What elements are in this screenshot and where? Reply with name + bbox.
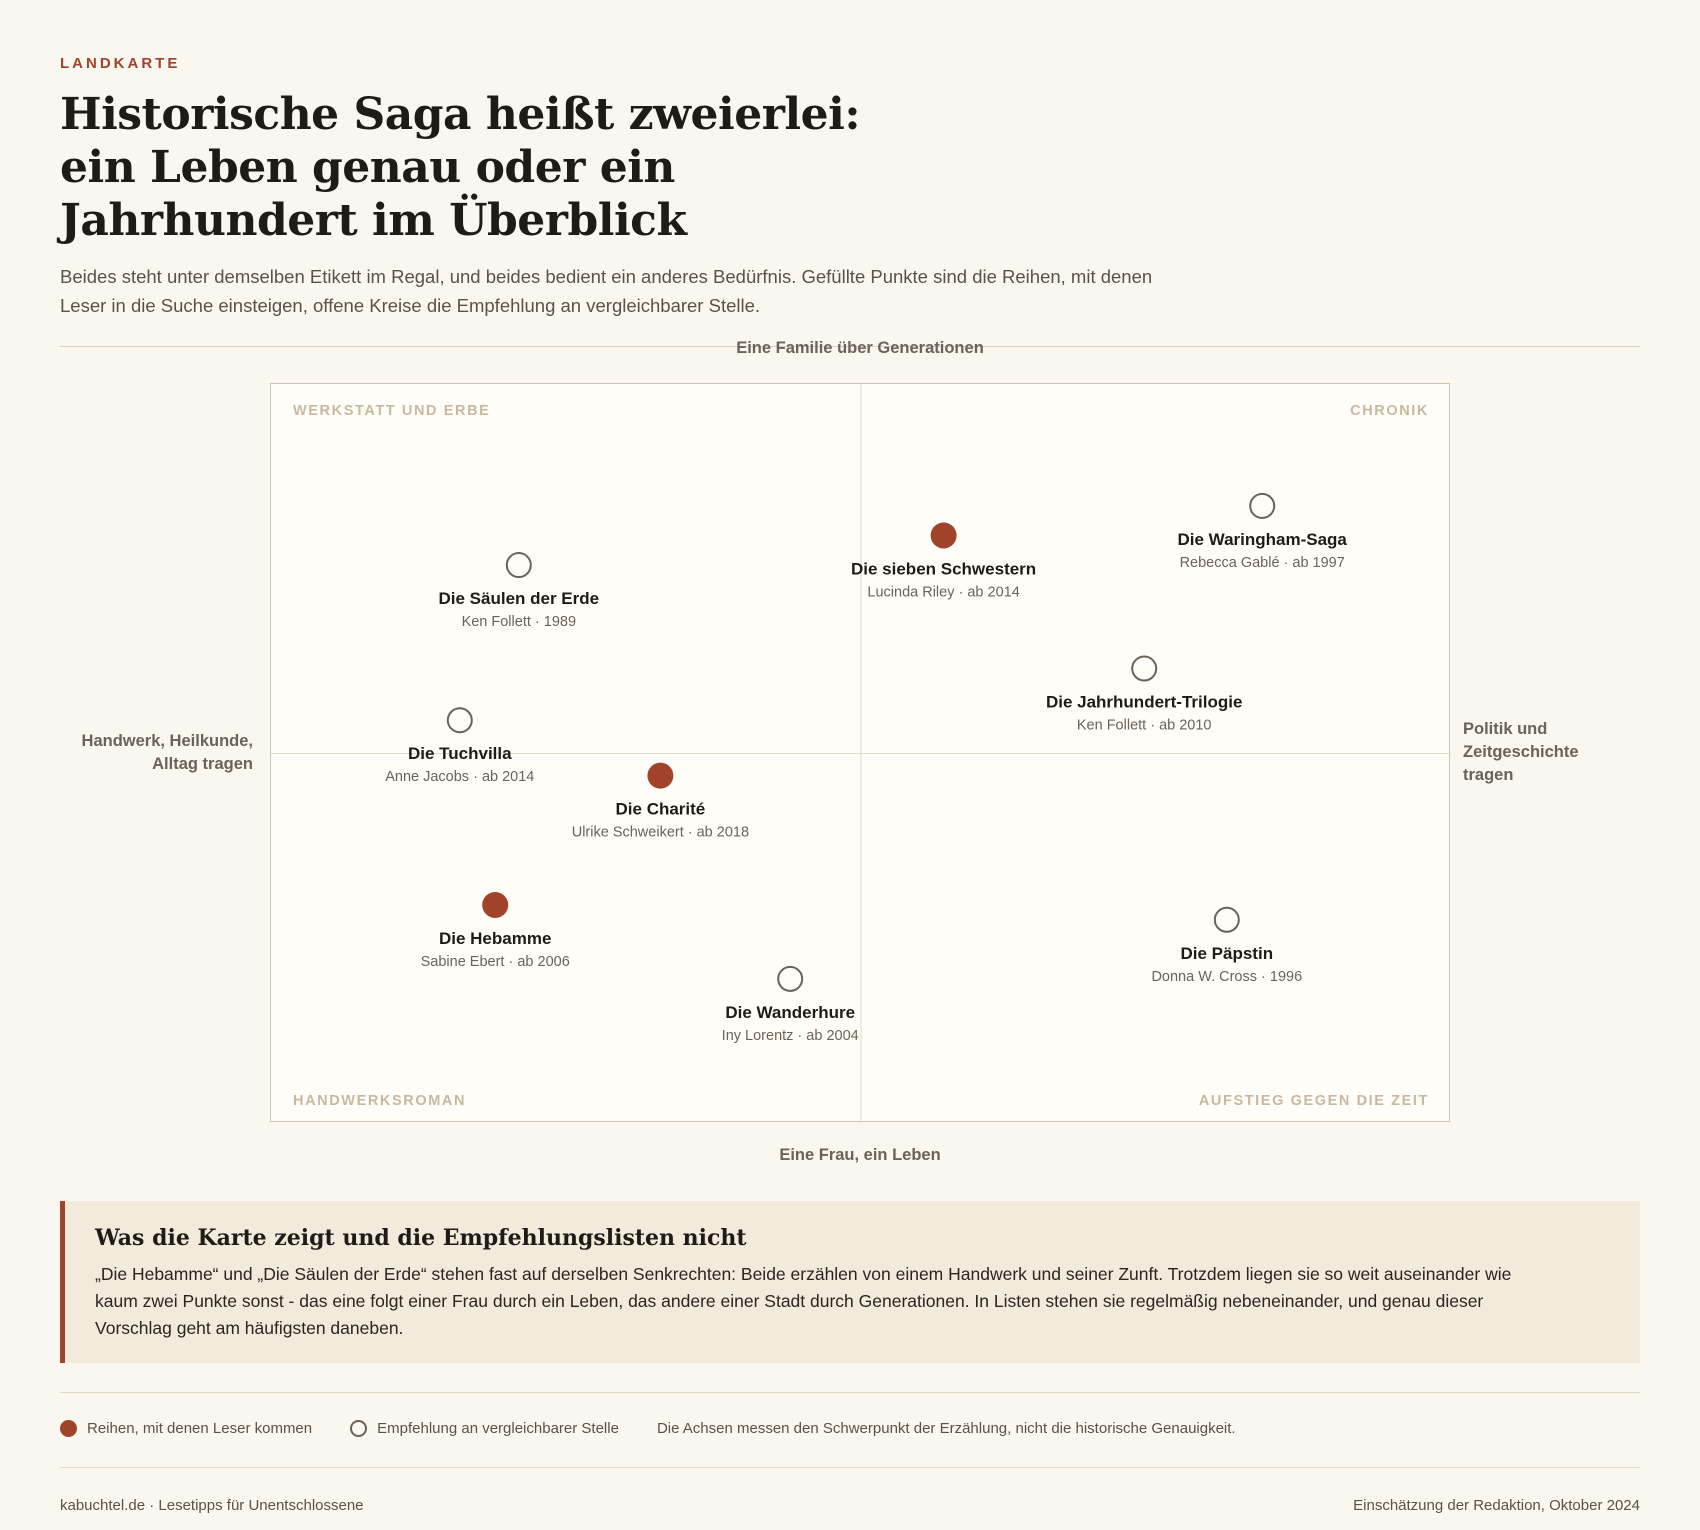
legend-label: Empfehlung an vergleichbarer Stelle — [377, 1420, 619, 1437]
point-meta-label: Ulrike Schweikert · ab 2018 — [572, 825, 749, 841]
legend: Reihen, mit denen Leser kommen Empfehlun… — [60, 1420, 1274, 1437]
legend-item-open: Empfehlung an vergleichbarer Stelle — [350, 1420, 619, 1437]
legend-label: Reihen, mit denen Leser kommen — [87, 1420, 313, 1437]
data-point-open — [1249, 492, 1276, 519]
filled-dot-icon — [60, 1420, 77, 1437]
chart-plot-area: WERKSTATT UND ERBE CHRONIK HANDWERKSROMAN A… — [270, 383, 1451, 1123]
point-title-label: Die Päpstin — [1181, 944, 1274, 963]
x-axis-max-label: Politik und Zeitgeschichte tragen — [1463, 720, 1579, 784]
y-axis-min-label: Eine Frau, ein Leben — [779, 1146, 941, 1164]
footer-credit: Einschätzung der Redaktion, Oktober 2024 — [1353, 1497, 1640, 1514]
point-meta-label: Anne Jacobs · ab 2014 — [385, 769, 534, 785]
x-axis-min-label: Handwerk, Heilkunde, Alltag tragen — [81, 732, 253, 773]
scatter-chart: WERKSTATT UND ERBE CHRONIK HANDWERKSROMAN A… — [271, 384, 1451, 1123]
y-axis-max-label: Eine Familie über Generationen — [736, 339, 984, 357]
point-meta-label: Sabine Ebert · ab 2006 — [421, 954, 570, 970]
divider — [60, 1467, 1640, 1468]
data-point-filled — [930, 522, 957, 549]
legend-item-filled: Reihen, mit denen Leser kommen — [60, 1420, 312, 1437]
point-meta-label: Ken Follett · 1989 — [462, 614, 576, 630]
kicker: LANDKARTE — [60, 55, 181, 72]
data-point-open — [1213, 906, 1240, 933]
data-point-open — [505, 552, 532, 579]
point-meta-label: Lucinda Riley · ab 2014 — [867, 584, 1019, 600]
point-title-label: Die Charité — [616, 800, 706, 819]
legend-note-text: Die Achsen messen den Schwerpunkt der Er… — [656, 1420, 1236, 1437]
divider — [60, 1392, 1640, 1393]
data-point-open — [446, 707, 473, 734]
lede: Beides steht unter demselben Etikett im … — [60, 266, 1153, 316]
data-point-open — [777, 965, 804, 992]
quadrant-label-bottom-left: HANDWERKSROMAN — [293, 1093, 466, 1109]
point-meta-label: Iny Lorentz · ab 2004 — [722, 1028, 859, 1044]
quadrant-label-bottom-right: AUFSTIEG GEGEN DIE ZEIT — [1199, 1093, 1429, 1109]
callout-body: „Die Hebamme“ und „Die Säulen der Erde“ … — [95, 1264, 1512, 1338]
point-title-label: Die Jahrhundert-Trilogie — [1046, 693, 1242, 712]
callout-heading: Was die Karte zeigt und die Empfehlungsl… — [95, 1225, 747, 1251]
point-title-label: Die Wanderhure — [725, 1003, 855, 1022]
point-title-label: Die Waringham-Saga — [1177, 530, 1347, 549]
data-point-filled — [647, 762, 674, 789]
data-point-open — [1131, 655, 1158, 682]
data-point-filled — [482, 891, 509, 918]
point-meta-label: Rebecca Gablé · ab 1997 — [1180, 555, 1345, 571]
legend-note: Die Achsen messen den Schwerpunkt der Er… — [657, 1420, 1236, 1437]
open-circle-icon — [350, 1420, 368, 1437]
point-title-label: Die Hebamme — [439, 929, 551, 948]
point-title-label: Die Säulen der Erde — [438, 589, 599, 608]
point-title-label: Die sieben Schwestern — [851, 559, 1036, 578]
point-meta-label: Donna W. Cross · 1996 — [1151, 969, 1302, 985]
quadrant-label-top-right: CHRONIK — [1350, 403, 1429, 419]
footer-source: kabuchtel.de · Lesetipps für Unentschlos… — [60, 1497, 364, 1514]
callout-box: Was die Karte zeigt und die Empfehlungsl… — [60, 1201, 1640, 1363]
divider — [60, 346, 1640, 347]
page-title: Historische Saga heißt zweierlei: ein Le… — [60, 89, 861, 246]
quadrant-label-top-left: WERKSTATT UND ERBE — [293, 403, 490, 419]
point-title-label: Die Tuchvilla — [408, 744, 512, 763]
point-meta-label: Ken Follett · ab 2010 — [1077, 718, 1212, 734]
